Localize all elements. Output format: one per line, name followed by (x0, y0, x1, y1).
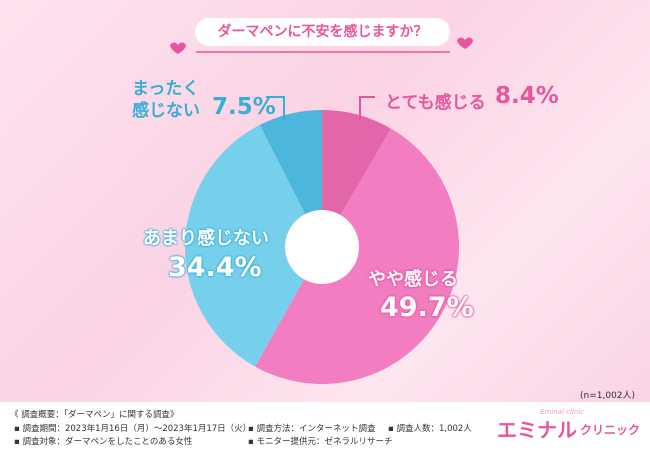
value-label: 7.5% (212, 94, 276, 120)
pie-slice (184, 124, 322, 367)
logo-main: エミナル (497, 418, 577, 442)
heart (457, 37, 473, 49)
footer-item: モニター提供元：ゼネラルリサーチ (248, 435, 392, 447)
footer-item: 調査対象：ダーマペンをしたことのある女性 (14, 435, 192, 447)
footer-heading: 《 調査概要：「ダーマペン」に関する調査》 (10, 410, 179, 420)
heart (170, 42, 186, 54)
sample-note: (n=1,002人) (580, 391, 636, 401)
logo-sub: クリニック (580, 423, 641, 437)
category-label: まったく感じない (132, 79, 200, 121)
chart-title: ダーマペンに不安を感じますか？ (195, 18, 450, 46)
category-label: とても感じる (385, 93, 486, 113)
value-label: 8.4% (495, 83, 559, 109)
category-label: あまり感じない (143, 228, 269, 249)
value-label: 49.7% (380, 292, 474, 323)
pie-slice (259, 110, 322, 247)
leader-line (266, 96, 285, 120)
footer-item: 調査期間：2023年1月16日（月）〜2023年1月17日（火） (14, 422, 251, 434)
logo-small: Eminal clinic (540, 408, 585, 416)
footer-item: 調査方法：インターネット調査 (248, 422, 375, 434)
leader-line (359, 96, 375, 120)
pie-slice (322, 110, 391, 247)
value-label: 34.4% (168, 252, 262, 283)
donut-hole (285, 210, 359, 284)
footer-item: 調査人数：1,002人 (388, 422, 471, 434)
category-label: やや感じる (368, 269, 458, 290)
